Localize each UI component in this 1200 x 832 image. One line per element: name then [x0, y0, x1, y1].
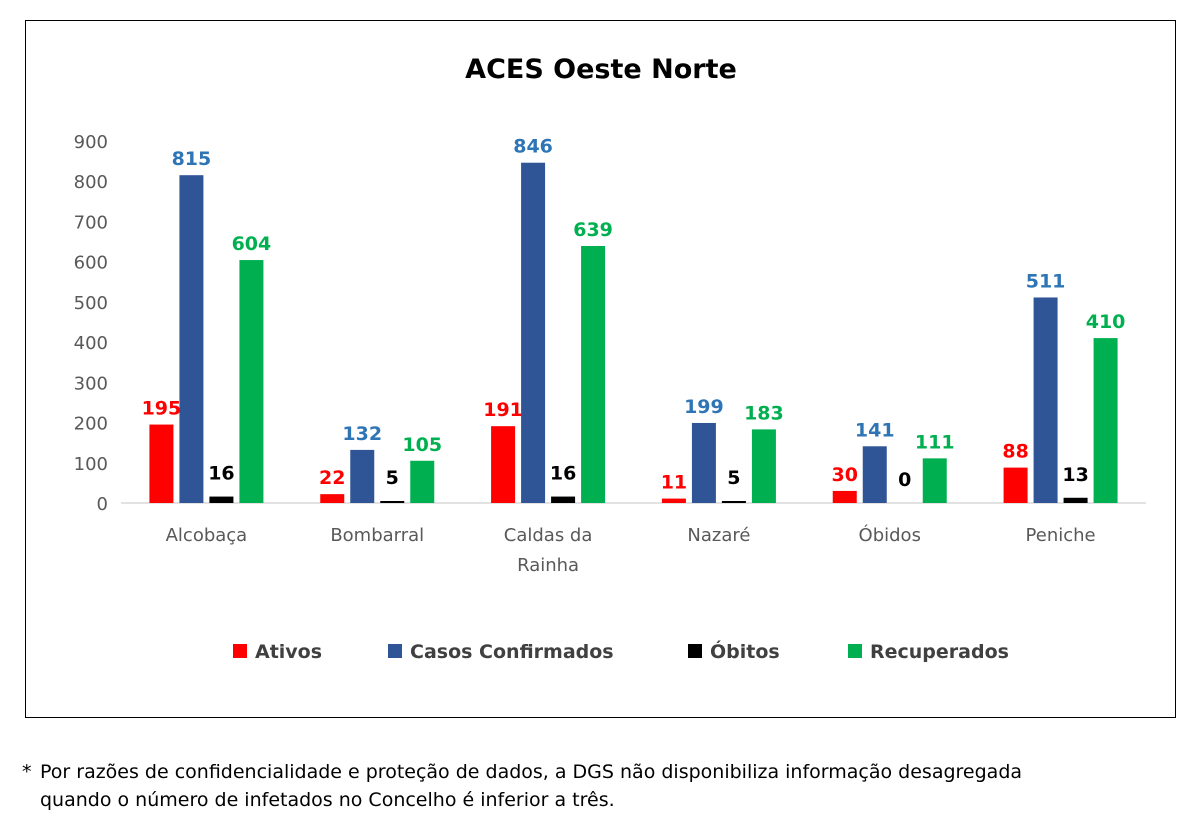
- bar-3-1: [410, 460, 435, 503]
- bar-2-3: [721, 500, 746, 503]
- bar-0-5: [1003, 467, 1028, 503]
- legend-swatch: [688, 644, 702, 658]
- x-tick-label: Alcobaça: [166, 525, 248, 546]
- bar-3-5: [1093, 338, 1118, 503]
- y-tick-label: 100: [74, 454, 108, 475]
- bar-3-0: [239, 260, 264, 503]
- bar-1-1: [350, 449, 375, 503]
- legend-label: Recuperados: [870, 641, 1009, 663]
- data-label: 111: [915, 431, 955, 453]
- data-label: 105: [402, 434, 442, 456]
- bar-3-3: [751, 429, 776, 503]
- x-tick-label: Peniche: [1026, 525, 1096, 546]
- bar-0-0: [149, 424, 174, 503]
- bar-1-0: [179, 175, 204, 503]
- data-label: 199: [684, 396, 724, 418]
- legend-label: Óbitos: [710, 639, 780, 663]
- x-tick-label: Rainha: [517, 555, 579, 576]
- bar-0-2: [491, 426, 516, 503]
- data-label: 604: [232, 233, 272, 255]
- y-tick-label: 200: [74, 414, 108, 435]
- bar-1-3: [691, 422, 716, 503]
- legend-label: Casos Confirmados: [410, 641, 614, 663]
- bar-3-2: [581, 245, 606, 504]
- data-label: 22: [319, 467, 345, 489]
- data-label: 141: [855, 419, 895, 441]
- y-tick-label: 300: [74, 373, 108, 394]
- data-label: 639: [573, 219, 613, 241]
- data-label: 410: [1086, 311, 1126, 333]
- chart-frame: ACES Oeste Norte 0 100 200 300 400 500 600 700 80…: [25, 20, 1176, 718]
- x-tick-label: Nazaré: [687, 525, 750, 546]
- data-label: 183: [744, 402, 784, 424]
- data-label: 815: [172, 148, 212, 170]
- footnote-asterisk: *: [22, 761, 32, 783]
- legend-swatch: [388, 644, 402, 658]
- data-label: 191: [483, 399, 523, 421]
- bar-0-1: [320, 494, 345, 503]
- bar-2-0: [209, 496, 234, 503]
- chart-title: ACES Oeste Norte: [465, 54, 737, 85]
- footnote-line-1: Por razões de confidencialidade e proteç…: [40, 761, 1023, 783]
- data-label: 16: [550, 463, 576, 485]
- y-tick-label: 400: [74, 333, 108, 354]
- y-tick-label: 500: [74, 293, 108, 314]
- data-label: 16: [208, 463, 234, 485]
- data-label: 132: [342, 423, 382, 445]
- bar-2-2: [551, 496, 576, 503]
- bar-2-5: [1063, 497, 1088, 503]
- x-tick-label: Óbidos: [859, 524, 921, 546]
- legend-swatch: [848, 644, 862, 658]
- bar-3-4: [922, 458, 947, 503]
- x-tick-label: Caldas da: [504, 525, 593, 546]
- data-label: 0: [898, 469, 911, 491]
- bar-chart: ACES Oeste Norte010020030040050060070080…: [74, 54, 1146, 663]
- y-tick-label: 0: [97, 494, 108, 515]
- data-label: 511: [1026, 270, 1066, 292]
- bar-0-4: [832, 490, 857, 503]
- bar-1-2: [521, 162, 546, 503]
- footnote-line-2: quando o número de infetados no Concelho…: [40, 789, 615, 811]
- bar-2-1: [380, 500, 405, 503]
- y-tick-label: 600: [74, 253, 108, 274]
- data-label: 5: [386, 467, 399, 489]
- y-tick-label: 900: [74, 132, 108, 153]
- y-tick-label: 800: [74, 172, 108, 193]
- footnote: * Por razões de confidencialidade e prote…: [22, 758, 1182, 814]
- data-label: 846: [513, 136, 553, 158]
- legend-swatch: [233, 644, 247, 658]
- x-tick-label: Bombarral: [330, 525, 424, 546]
- data-label: 195: [142, 398, 182, 420]
- data-label: 13: [1062, 464, 1088, 486]
- bar-0-3: [661, 498, 686, 503]
- legend-label: Ativos: [255, 641, 322, 663]
- data-label: 11: [661, 472, 687, 494]
- data-label: 30: [832, 464, 858, 486]
- bar-1-4: [862, 446, 887, 503]
- data-label: 5: [727, 467, 740, 489]
- bar-1-5: [1033, 297, 1058, 503]
- data-label: 88: [1002, 441, 1028, 463]
- y-tick-label: 700: [74, 212, 108, 233]
